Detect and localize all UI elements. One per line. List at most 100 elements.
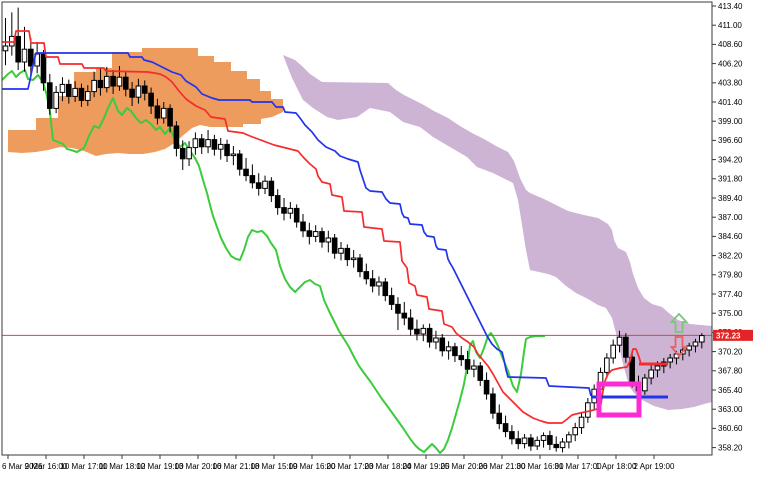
candle	[78, 83, 85, 107]
bear-candle-body	[110, 75, 116, 87]
candle	[312, 225, 319, 242]
plot-border	[1, 1, 713, 456]
bear-candle-body	[477, 365, 484, 381]
bull-candle-body	[585, 402, 591, 418]
candle	[268, 177, 275, 202]
bear-candle-body	[388, 295, 395, 305]
candle	[559, 438, 566, 453]
candle	[198, 134, 205, 154]
bull-candle-body	[648, 369, 654, 379]
chikou-span-line	[1, 69, 545, 454]
bear-candle-body	[148, 92, 154, 107]
price-axis[interactable]: 413.40 411.00 408.60 406.20 403.80 401.40 399.…	[712, 2, 743, 453]
candle	[604, 353, 610, 378]
bear-candle-body	[122, 76, 129, 90]
candle	[47, 74, 53, 115]
candle	[160, 102, 167, 124]
candle	[623, 333, 629, 363]
candle	[452, 342, 458, 362]
bear-candle-body	[363, 271, 370, 280]
bull-candle-body	[21, 48, 28, 63]
candle	[553, 436, 560, 452]
candle	[9, 12, 15, 56]
bear-candle-body	[509, 431, 515, 440]
price-tick-label: 377.40	[718, 290, 743, 299]
bear-candle-body	[198, 138, 205, 148]
time-tick-label: 13 Mar 20:00	[174, 462, 222, 471]
candle	[515, 430, 522, 450]
candle	[173, 121, 180, 157]
price-tick-label: 394.20	[718, 155, 743, 164]
candle	[585, 398, 591, 423]
bull-candle-body	[616, 336, 623, 346]
bear-candle-body	[211, 139, 218, 150]
sell-signal-arrow	[669, 336, 689, 358]
candle	[528, 434, 534, 451]
bear-candle-body	[407, 317, 414, 330]
bear-candle-body	[331, 237, 338, 254]
candle	[376, 276, 382, 296]
time-tick-label: 1 Apr 18:00	[596, 462, 637, 471]
bull-candle-body	[578, 416, 585, 429]
candle	[66, 79, 72, 104]
bear-candle-body	[496, 412, 503, 425]
candle	[414, 319, 420, 341]
bull-candle-body	[91, 79, 97, 93]
bear-candle-body	[154, 105, 161, 119]
bear-candle-body	[401, 312, 408, 319]
time-tick-label: 12 Mar 19:00	[136, 462, 184, 471]
price-tick-label: 365.40	[718, 386, 743, 395]
candle	[433, 330, 439, 350]
candle	[59, 77, 66, 102]
candle	[230, 146, 237, 166]
candle	[167, 104, 173, 133]
bear-candle-body	[490, 393, 496, 414]
bear-candle-body	[319, 231, 325, 243]
candle	[667, 354, 673, 369]
candle	[363, 263, 370, 285]
candle	[325, 230, 332, 253]
bear-candle-body	[274, 195, 281, 209]
candle	[281, 198, 287, 221]
candle	[300, 214, 306, 238]
candle	[338, 242, 344, 261]
price-tick-label: 401.40	[718, 98, 743, 107]
candle	[15, 7, 21, 70]
bull-candle-body	[445, 346, 452, 352]
bear-candle-body	[395, 303, 401, 314]
price-tick-label: 408.60	[718, 40, 743, 49]
bull-candle-body	[312, 231, 319, 237]
candle	[255, 173, 262, 196]
bear-candle-body	[167, 107, 173, 127]
bull-candle-body	[521, 437, 528, 445]
bull-candle-body	[230, 153, 237, 157]
bull-candle-body	[692, 341, 699, 347]
price-tick-label: 399.00	[718, 117, 743, 126]
bull-candle-body	[72, 87, 78, 97]
candle	[699, 333, 705, 349]
time-tick-label: 23 Mar 18:00	[364, 462, 412, 471]
bull-candle-body	[566, 434, 572, 443]
bull-candle-body	[534, 439, 541, 447]
candle	[249, 164, 256, 189]
bull-candle-body	[471, 365, 477, 370]
candle	[129, 82, 135, 106]
candle	[616, 330, 623, 353]
price-tick-label: 384.60	[718, 232, 743, 241]
buy-signal-arrow	[669, 312, 689, 333]
candle	[483, 372, 490, 400]
bear-candle-body	[528, 437, 534, 447]
candle	[471, 359, 477, 378]
bull-candle-body	[350, 257, 357, 261]
bull-candle-body	[287, 207, 294, 214]
bear-candle-body	[243, 168, 249, 177]
bull-candle-body	[654, 365, 661, 371]
bear-candle-body	[179, 147, 186, 160]
candle	[205, 130, 211, 154]
bull-candle-body	[103, 75, 110, 89]
bull-candle-body	[325, 237, 332, 243]
bull-candle-body	[433, 337, 439, 343]
candle	[293, 204, 300, 228]
